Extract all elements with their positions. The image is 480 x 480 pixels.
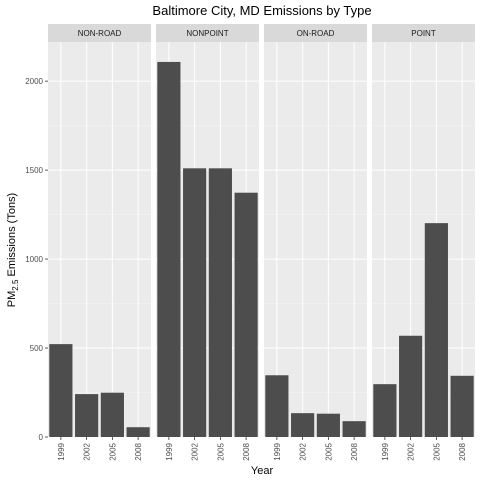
- y-axis: 0 500 1000 1500 2000: [25, 77, 48, 442]
- y-tick-label: 1000: [25, 255, 43, 264]
- bar: [399, 335, 423, 437]
- x-tick-label: 2002: [191, 442, 200, 460]
- y-axis-title-subscript: 2.5: [11, 279, 20, 291]
- x-tick-label: 2008: [242, 442, 251, 460]
- facet-strip: [48, 24, 151, 42]
- panel-background: [372, 42, 475, 437]
- bar: [208, 168, 232, 437]
- bar: [157, 61, 181, 438]
- x-tick-label: 2005: [324, 442, 333, 460]
- bar: [342, 421, 366, 437]
- bar: [75, 394, 99, 437]
- x-tick-label: 2005: [216, 442, 225, 460]
- facet-panels: NON-ROAD 1999 2002 2005 2008 NONPOINT 1999 2002…: [48, 24, 475, 461]
- facet-panel: ON-ROAD 1999 2002 2005 2008: [264, 24, 367, 461]
- bar: [234, 192, 258, 437]
- x-tick-label: 2008: [458, 442, 467, 460]
- bar: [291, 413, 315, 437]
- facet-panel: POINT 1999 2002 2005 2008: [372, 24, 475, 461]
- y-tick-label: 0: [39, 433, 44, 442]
- facet-strip-label: NON-ROAD: [78, 29, 122, 38]
- panel-background: [264, 42, 367, 437]
- bar: [126, 427, 150, 437]
- facet-strip: [156, 24, 259, 42]
- x-axis-title: Year: [251, 465, 274, 477]
- bar: [265, 375, 289, 437]
- x-tick-label: 2002: [299, 442, 308, 460]
- bar: [49, 344, 73, 437]
- bar: [100, 392, 124, 437]
- bar: [450, 375, 474, 437]
- x-tick-label: 2005: [432, 442, 441, 460]
- x-tick-label: 2005: [108, 442, 117, 460]
- y-axis-title: PM2.5 Emissions (Tons): [6, 193, 20, 307]
- facet-panel: NONPOINT 1999 2002 2005 2008: [156, 24, 259, 461]
- y-tick-label: 500: [30, 344, 44, 353]
- chart-title: Baltimore City, MD Emissions by Type: [152, 3, 371, 18]
- x-tick-label: 1999: [273, 442, 282, 460]
- x-tick-label: 2008: [350, 442, 359, 460]
- facet-strip: [264, 24, 367, 42]
- x-tick-label: 1999: [381, 442, 390, 460]
- bar: [183, 168, 207, 437]
- facet-panel: NON-ROAD 1999 2002 2005 2008: [48, 24, 151, 461]
- facet-strip-label: POINT: [411, 29, 436, 38]
- bar: [373, 384, 397, 437]
- facet-strip-label: NONPOINT: [186, 29, 228, 38]
- bar: [424, 223, 448, 437]
- y-axis-title-prefix: PM: [6, 291, 18, 308]
- y-tick-label: 1500: [25, 166, 43, 175]
- facet-strip-label: ON-ROAD: [297, 29, 335, 38]
- facet-strip: [372, 24, 475, 42]
- x-tick-label: 2002: [407, 442, 416, 460]
- x-tick-label: 2008: [134, 442, 143, 460]
- y-axis-title-suffix: Emissions (Tons): [6, 193, 18, 280]
- x-tick-label: 1999: [165, 442, 174, 460]
- x-tick-label: 2002: [83, 442, 92, 460]
- x-tick-label: 1999: [57, 442, 66, 460]
- y-tick-label: 2000: [25, 77, 43, 86]
- bar: [316, 413, 340, 437]
